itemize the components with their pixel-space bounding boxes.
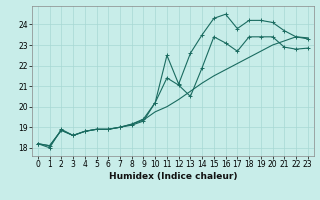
X-axis label: Humidex (Indice chaleur): Humidex (Indice chaleur) bbox=[108, 172, 237, 181]
